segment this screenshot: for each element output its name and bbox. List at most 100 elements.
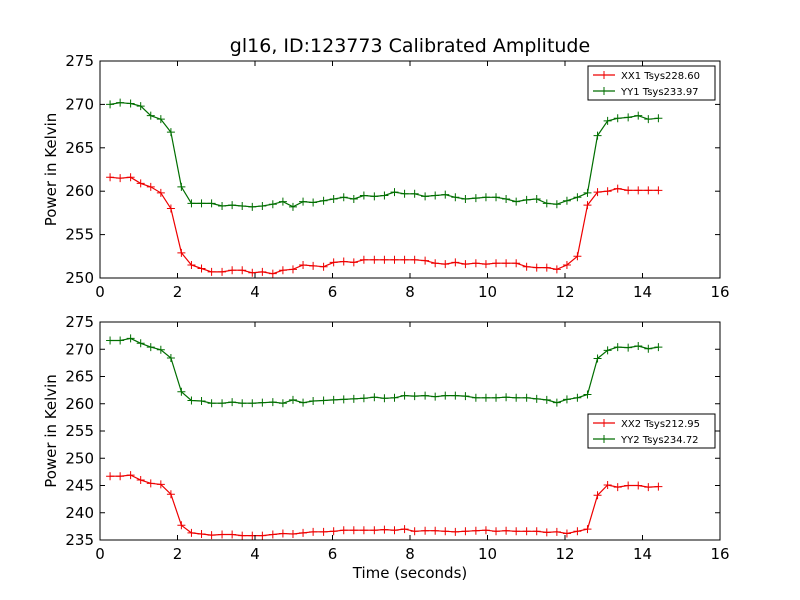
data-point xyxy=(421,391,430,400)
data-point xyxy=(481,260,490,269)
series-2 xyxy=(106,98,663,211)
legend-label: YY2 Tsys234.72 xyxy=(620,435,699,446)
data-point xyxy=(562,196,571,205)
legend-label: YY1 Tsys233.97 xyxy=(620,87,699,98)
data-point xyxy=(471,393,480,402)
data-point xyxy=(228,201,237,210)
data-point xyxy=(461,260,470,269)
data-point xyxy=(278,399,287,408)
data-point xyxy=(380,394,389,403)
legend: XX2 Tsys212.95 YY2 Tsys234.72 xyxy=(587,413,716,449)
series-2 xyxy=(106,334,663,408)
data-point xyxy=(238,266,247,275)
data-point xyxy=(492,259,501,268)
data-point xyxy=(634,186,643,195)
data-point xyxy=(319,527,328,536)
data-point xyxy=(644,186,653,195)
data-point xyxy=(522,527,531,536)
data-point xyxy=(461,392,470,401)
y-axis-label: Power in Kelvin xyxy=(42,374,60,488)
data-point xyxy=(187,396,196,405)
data-point xyxy=(613,483,622,492)
data-point xyxy=(410,255,419,264)
data-point xyxy=(593,354,602,363)
data-point xyxy=(177,521,186,530)
data-point xyxy=(512,527,521,536)
x-tick-label: 16 xyxy=(710,283,729,301)
y-tick-label: 270 xyxy=(65,95,94,113)
data-point xyxy=(187,260,196,269)
data-point xyxy=(562,260,571,269)
data-point xyxy=(156,345,165,354)
data-point xyxy=(542,528,551,537)
data-point xyxy=(278,529,287,538)
y-tick-label: 235 xyxy=(65,531,94,549)
x-tick-label: 12 xyxy=(555,283,574,301)
data-point xyxy=(583,201,592,210)
data-point xyxy=(512,393,521,402)
data-point xyxy=(136,102,145,111)
data-point xyxy=(502,393,511,402)
data-point xyxy=(177,182,186,191)
data-point xyxy=(370,192,379,201)
data-point xyxy=(380,191,389,200)
data-point xyxy=(319,196,328,205)
data-point xyxy=(492,393,501,402)
x-axis-label: Time (seconds) xyxy=(352,564,468,582)
data-point xyxy=(166,490,175,499)
data-point xyxy=(339,526,348,535)
data-point xyxy=(156,115,165,124)
y-tick-label: 270 xyxy=(65,340,94,358)
data-point xyxy=(421,192,430,201)
x-tick-label: 2 xyxy=(173,545,183,563)
data-point xyxy=(329,527,338,536)
data-point xyxy=(644,483,653,492)
data-point xyxy=(552,265,561,274)
data-point xyxy=(502,526,511,535)
data-point xyxy=(299,260,308,269)
data-point xyxy=(339,257,348,266)
data-point xyxy=(299,528,308,537)
data-point xyxy=(116,174,125,183)
data-point xyxy=(603,346,612,355)
data-point xyxy=(258,201,267,210)
data-point xyxy=(502,195,511,204)
data-point xyxy=(207,531,216,540)
data-point xyxy=(218,267,227,276)
data-point xyxy=(228,530,237,539)
y-tick-label: 250 xyxy=(65,269,94,287)
data-point xyxy=(238,399,247,408)
data-point xyxy=(187,528,196,537)
data-point xyxy=(573,252,582,261)
data-point xyxy=(370,526,379,535)
data-point xyxy=(624,113,633,122)
data-point xyxy=(299,197,308,206)
x-tick-label: 0 xyxy=(95,283,105,301)
data-point xyxy=(268,530,277,539)
data-point xyxy=(359,255,368,264)
data-point xyxy=(207,199,216,208)
data-point xyxy=(248,268,257,277)
data-point xyxy=(431,259,440,268)
data-point xyxy=(573,527,582,536)
data-point xyxy=(197,199,206,208)
data-point xyxy=(370,393,379,402)
data-point xyxy=(451,258,460,267)
data-point xyxy=(309,198,318,207)
data-point xyxy=(268,398,277,407)
data-point xyxy=(177,387,186,396)
data-point xyxy=(573,193,582,202)
data-point xyxy=(136,179,145,188)
data-point xyxy=(532,263,541,272)
y-tick-label: 255 xyxy=(65,422,94,440)
x-tick-label: 4 xyxy=(250,545,260,563)
data-point xyxy=(339,193,348,202)
legend: XX1 Tsys228.60 YY1 Tsys233.97 xyxy=(587,65,716,101)
data-point xyxy=(359,526,368,535)
data-point xyxy=(218,530,227,539)
data-point xyxy=(400,255,409,264)
y-tick-label: 265 xyxy=(65,368,94,386)
data-point xyxy=(512,197,521,206)
data-point xyxy=(177,248,186,257)
